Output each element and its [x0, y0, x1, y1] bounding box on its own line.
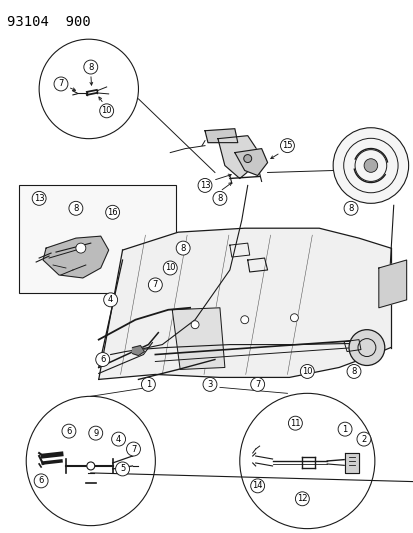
Text: 15: 15 [282, 141, 292, 150]
Circle shape [95, 352, 109, 367]
Text: 4: 4 [116, 434, 121, 443]
Circle shape [87, 462, 95, 470]
Text: 7: 7 [131, 445, 136, 454]
Circle shape [76, 243, 85, 253]
Circle shape [54, 77, 68, 91]
Text: 7: 7 [58, 79, 64, 88]
Text: 9: 9 [93, 429, 98, 438]
Circle shape [34, 474, 48, 488]
Text: 5: 5 [120, 464, 125, 473]
Circle shape [100, 104, 113, 118]
Circle shape [343, 201, 357, 215]
Circle shape [250, 479, 264, 493]
Circle shape [69, 201, 83, 215]
Text: 10: 10 [101, 106, 112, 115]
Circle shape [83, 60, 97, 74]
Circle shape [115, 462, 129, 476]
Polygon shape [378, 260, 406, 308]
Text: 8: 8 [347, 204, 353, 213]
Polygon shape [204, 129, 237, 143]
Circle shape [363, 159, 377, 172]
Circle shape [62, 424, 76, 438]
Text: 8: 8 [351, 367, 356, 376]
Circle shape [288, 416, 301, 430]
Text: 7: 7 [152, 280, 158, 289]
Circle shape [141, 377, 155, 391]
Circle shape [332, 128, 408, 203]
Circle shape [202, 377, 216, 391]
Text: 3: 3 [207, 380, 212, 389]
Circle shape [126, 442, 140, 456]
Text: 8: 8 [217, 194, 222, 203]
Circle shape [191, 321, 199, 329]
Polygon shape [172, 308, 224, 369]
Circle shape [32, 191, 46, 205]
Circle shape [163, 261, 177, 275]
Circle shape [346, 365, 360, 378]
Circle shape [148, 278, 162, 292]
Circle shape [103, 293, 117, 307]
Text: 4: 4 [108, 295, 113, 304]
Text: 14: 14 [252, 481, 262, 490]
Circle shape [280, 139, 294, 152]
Circle shape [240, 316, 248, 324]
Text: 13: 13 [34, 194, 44, 203]
Text: 8: 8 [88, 62, 93, 71]
Polygon shape [98, 228, 390, 379]
Circle shape [105, 205, 119, 219]
Circle shape [176, 241, 190, 255]
Circle shape [212, 191, 226, 205]
Text: 6: 6 [38, 477, 44, 486]
Text: 13: 13 [199, 181, 210, 190]
Polygon shape [43, 236, 108, 278]
Text: 8: 8 [73, 204, 78, 213]
Text: 10: 10 [165, 263, 175, 272]
Circle shape [295, 492, 309, 506]
Bar [19, 185, 176, 293]
Circle shape [356, 432, 370, 446]
Polygon shape [217, 136, 257, 179]
Text: 1: 1 [342, 425, 347, 434]
Polygon shape [234, 149, 267, 175]
Circle shape [112, 432, 125, 446]
Text: 16: 16 [107, 208, 118, 217]
Text: 93104  900: 93104 900 [7, 15, 91, 29]
Circle shape [250, 377, 264, 391]
Circle shape [88, 426, 102, 440]
Text: 2: 2 [361, 434, 366, 443]
Circle shape [348, 330, 384, 366]
Text: 7: 7 [254, 380, 260, 389]
Text: 8: 8 [180, 244, 185, 253]
Text: 12: 12 [297, 494, 307, 503]
Circle shape [243, 155, 251, 163]
Text: 6: 6 [66, 426, 71, 435]
Text: 11: 11 [290, 419, 300, 427]
Text: 6: 6 [100, 355, 105, 364]
Circle shape [300, 365, 313, 378]
Text: 1: 1 [145, 380, 151, 389]
Circle shape [337, 422, 351, 436]
Polygon shape [132, 345, 144, 356]
Text: 10: 10 [301, 367, 312, 376]
Circle shape [290, 314, 298, 322]
Circle shape [197, 179, 211, 192]
Polygon shape [344, 453, 358, 473]
